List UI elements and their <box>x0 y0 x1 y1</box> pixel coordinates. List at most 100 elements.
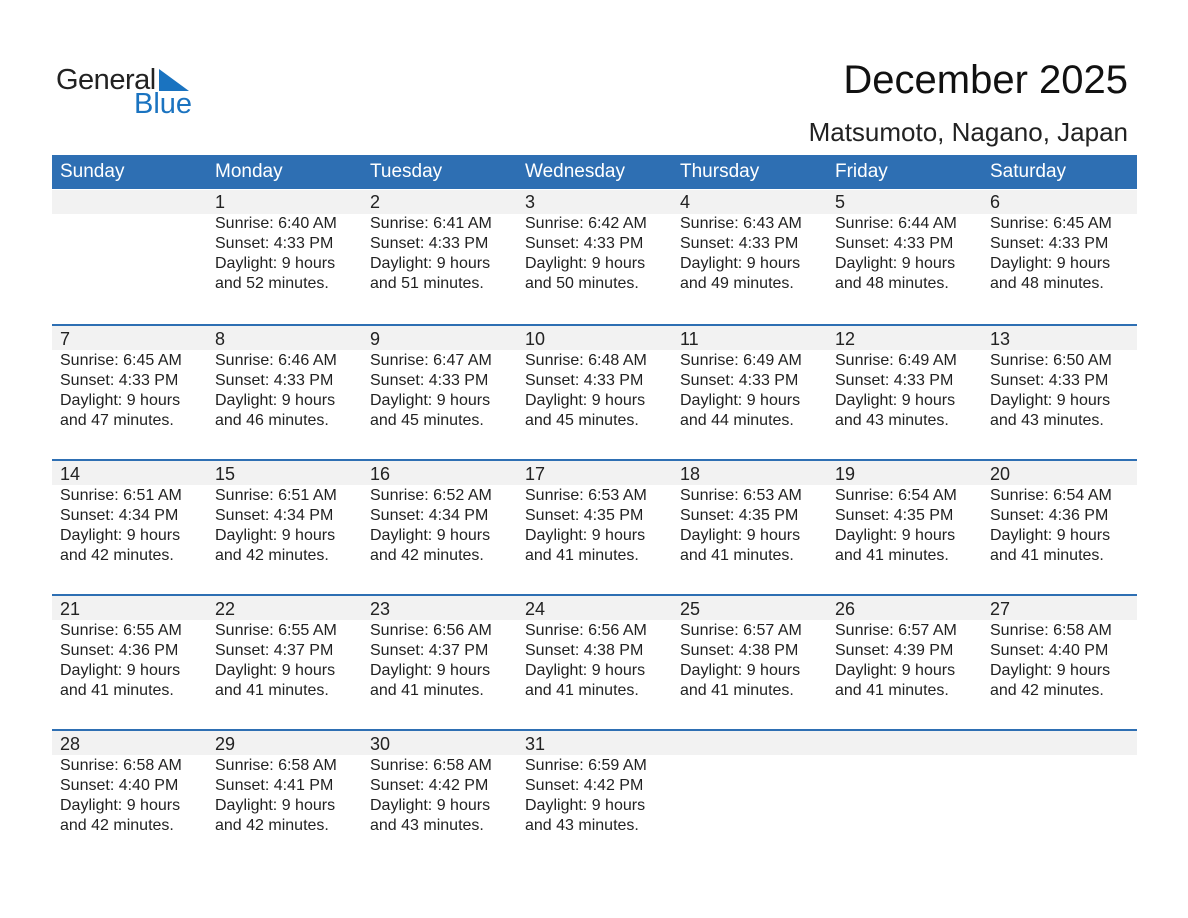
sunrise-text: Sunrise: 6:58 AM <box>215 757 337 774</box>
sunrise-text: Sunrise: 6:44 AM <box>835 215 957 232</box>
day-number: 18 <box>680 464 701 484</box>
sunset-text: Sunset: 4:33 PM <box>525 372 644 389</box>
day-cell: 14 Sunrise: 6:51 AM Sunset: 4:34 PM Dayligh… <box>52 461 207 566</box>
day-number: 13 <box>990 329 1011 349</box>
day-number: 11 <box>680 329 699 349</box>
sunrise-text: Sunrise: 6:57 AM <box>680 622 802 639</box>
day-number: 23 <box>370 599 391 619</box>
week-row: 21 Sunrise: 6:55 AM Sunset: 4:36 PM Dayligh… <box>52 594 1137 729</box>
daylight-text: Daylight: 9 hours <box>370 662 491 679</box>
day-number: 22 <box>215 599 236 619</box>
daylight-minutes-text: and 51 minutes. <box>370 275 484 292</box>
day-number: 15 <box>215 464 236 484</box>
daylight-minutes-text: and 43 minutes. <box>835 412 949 429</box>
sunset-text: Sunset: 4:33 PM <box>215 372 334 389</box>
date-strip <box>52 596 1137 620</box>
weekday-monday: Monday <box>215 161 283 182</box>
sunset-text: Sunset: 4:34 PM <box>215 507 334 524</box>
daylight-text: Daylight: 9 hours <box>370 797 491 814</box>
empty-cell <box>827 731 982 836</box>
daylight-minutes-text: and 41 minutes. <box>680 547 794 564</box>
daylight-minutes-text: and 43 minutes. <box>990 412 1104 429</box>
sunrise-text: Sunrise: 6:49 AM <box>680 352 802 369</box>
daylight-minutes-text: and 41 minutes. <box>680 682 794 699</box>
day-cell: 3 Sunrise: 6:42 AM Sunset: 4:33 PM Daylight… <box>517 189 672 294</box>
day-number: 16 <box>370 464 391 484</box>
sunset-text: Sunset: 4:38 PM <box>525 642 644 659</box>
daylight-minutes-text: and 42 minutes. <box>990 682 1104 699</box>
day-cell: 12 Sunrise: 6:49 AM Sunset: 4:33 PM Dayligh… <box>827 326 982 431</box>
day-number: 27 <box>990 599 1011 619</box>
daylight-minutes-text: and 41 minutes. <box>835 547 949 564</box>
sunrise-text: Sunrise: 6:56 AM <box>525 622 647 639</box>
empty-cell <box>52 189 207 294</box>
sunset-text: Sunset: 4:33 PM <box>215 235 334 252</box>
page-title: December 2025 <box>843 58 1128 102</box>
weekday-saturday: Saturday <box>990 161 1067 182</box>
location-subtitle: Matsumoto, Nagano, Japan <box>808 117 1128 147</box>
sunrise-text: Sunrise: 6:47 AM <box>370 352 492 369</box>
daylight-text: Daylight: 9 hours <box>525 527 646 544</box>
daylight-text: Daylight: 9 hours <box>835 255 956 272</box>
sunset-text: Sunset: 4:41 PM <box>215 777 334 794</box>
daylight-text: Daylight: 9 hours <box>680 392 801 409</box>
sunrise-text: Sunrise: 6:56 AM <box>370 622 492 639</box>
day-number: 7 <box>60 329 71 349</box>
sunrise-text: Sunrise: 6:54 AM <box>990 487 1112 504</box>
sunset-text: Sunset: 4:37 PM <box>370 642 489 659</box>
day-cell: 25 Sunrise: 6:57 AM Sunset: 4:38 PM Dayligh… <box>672 596 827 701</box>
day-cell: 30 Sunrise: 6:58 AM Sunset: 4:42 PM Dayligh… <box>362 731 517 836</box>
day-number: 17 <box>525 464 546 484</box>
sunrise-text: Sunrise: 6:58 AM <box>990 622 1112 639</box>
sunset-text: Sunset: 4:33 PM <box>370 235 489 252</box>
sunset-text: Sunset: 4:33 PM <box>835 235 954 252</box>
daylight-text: Daylight: 9 hours <box>215 392 336 409</box>
sunrise-text: Sunrise: 6:45 AM <box>990 215 1112 232</box>
daylight-minutes-text: and 41 minutes. <box>525 682 639 699</box>
daylight-minutes-text: and 41 minutes. <box>370 682 484 699</box>
daylight-minutes-text: and 47 minutes. <box>60 412 174 429</box>
sunrise-text: Sunrise: 6:51 AM <box>215 487 337 504</box>
sunset-text: Sunset: 4:33 PM <box>680 372 799 389</box>
daylight-text: Daylight: 9 hours <box>370 255 491 272</box>
sunset-text: Sunset: 4:35 PM <box>525 507 644 524</box>
day-number: 9 <box>370 329 381 349</box>
sunrise-text: Sunrise: 6:43 AM <box>680 215 802 232</box>
day-cell: 16 Sunrise: 6:52 AM Sunset: 4:34 PM Dayligh… <box>362 461 517 566</box>
day-cell: 1 Sunrise: 6:40 AM Sunset: 4:33 PM Daylight… <box>207 189 362 294</box>
daylight-text: Daylight: 9 hours <box>990 392 1111 409</box>
day-number: 26 <box>835 599 856 619</box>
daylight-text: Daylight: 9 hours <box>60 392 181 409</box>
sunset-text: Sunset: 4:35 PM <box>835 507 954 524</box>
sunset-text: Sunset: 4:33 PM <box>680 235 799 252</box>
weekday-header: Sunday Monday Tuesday Wednesday Thursday Frid… <box>52 155 1137 189</box>
day-number: 24 <box>525 599 546 619</box>
daylight-text: Daylight: 9 hours <box>990 255 1111 272</box>
sunrise-text: Sunrise: 6:55 AM <box>60 622 182 639</box>
day-cell: 8 Sunrise: 6:46 AM Sunset: 4:33 PM Daylight… <box>207 326 362 431</box>
sunrise-text: Sunrise: 6:58 AM <box>370 757 492 774</box>
sunrise-text: Sunrise: 6:49 AM <box>835 352 957 369</box>
daylight-minutes-text: and 42 minutes. <box>215 547 329 564</box>
day-number: 19 <box>835 464 856 484</box>
day-number: 30 <box>370 734 391 754</box>
logo-text-general: General <box>56 64 156 96</box>
daylight-text: Daylight: 9 hours <box>525 255 646 272</box>
sunrise-text: Sunrise: 6:52 AM <box>370 487 492 504</box>
day-number: 4 <box>680 192 691 212</box>
daylight-minutes-text: and 45 minutes. <box>525 412 639 429</box>
week-row: 28 Sunrise: 6:58 AM Sunset: 4:40 PM Dayligh… <box>52 729 1137 864</box>
day-cell: 28 Sunrise: 6:58 AM Sunset: 4:40 PM Dayligh… <box>52 731 207 836</box>
sunset-text: Sunset: 4:33 PM <box>990 235 1109 252</box>
sunrise-text: Sunrise: 6:42 AM <box>525 215 647 232</box>
sunrise-text: Sunrise: 6:48 AM <box>525 352 647 369</box>
day-cell: 7 Sunrise: 6:45 AM Sunset: 4:33 PM Daylight… <box>52 326 207 431</box>
daylight-text: Daylight: 9 hours <box>60 662 181 679</box>
day-cell: 18 Sunrise: 6:53 AM Sunset: 4:35 PM Dayligh… <box>672 461 827 566</box>
day-cell: 29 Sunrise: 6:58 AM Sunset: 4:41 PM Dayligh… <box>207 731 362 836</box>
day-number: 10 <box>525 329 546 349</box>
daylight-text: Daylight: 9 hours <box>525 797 646 814</box>
day-cell: 15 Sunrise: 6:51 AM Sunset: 4:34 PM Dayligh… <box>207 461 362 566</box>
daylight-minutes-text: and 52 minutes. <box>215 275 329 292</box>
daylight-text: Daylight: 9 hours <box>60 797 181 814</box>
